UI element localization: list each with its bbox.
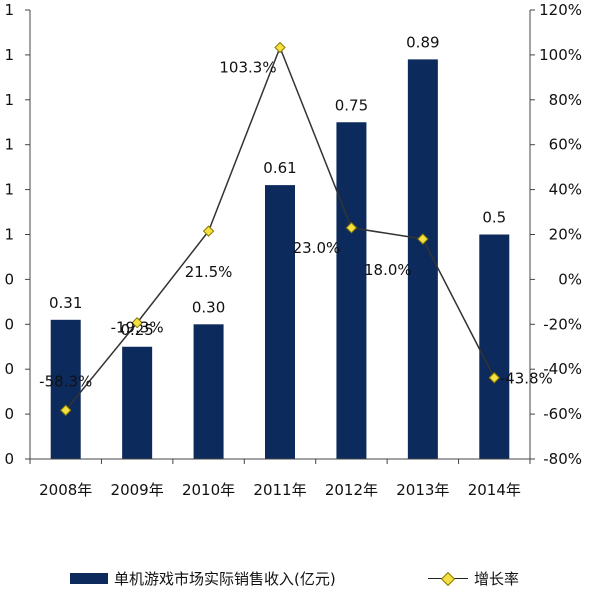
growth-point	[417, 233, 429, 245]
left-tick-label: 1	[4, 46, 14, 64]
left-tick-label: 1	[4, 91, 14, 109]
bar-series: 0.31 0.25 0.30 0.61 0.75 0.89 0.5	[49, 33, 510, 460]
growth-point	[131, 317, 143, 329]
growth-value-label: 103.3%	[219, 58, 276, 76]
left-tick-label: 0	[4, 360, 14, 378]
legend-swatch-line	[428, 573, 468, 585]
legend-item-growth: 增长率	[428, 568, 519, 589]
x-axis: 2008年 2009年 2010年 2011年 2012年 2013年 2014年	[29, 459, 531, 499]
growth-value-label: -19.3%	[111, 319, 164, 337]
right-axis: -80% -60% -40% -20% 0% 20% 40% 60% 80% 100% 120%	[530, 1, 582, 468]
bar-value-label: 0.30	[192, 298, 225, 316]
growth-point	[60, 404, 72, 416]
bar-value-label: 0.5	[482, 209, 506, 227]
right-tick-label: -20%	[543, 315, 582, 333]
growth-point	[488, 372, 500, 384]
right-tick-label: 60%	[549, 136, 582, 154]
growth-value-label: -58.3%	[39, 372, 92, 390]
bar-value-label: 0.25	[120, 321, 153, 339]
legend-label-growth: 增长率	[474, 570, 520, 588]
x-tick-label: 2012年	[325, 481, 378, 499]
growth-value-label: 23.0%	[293, 239, 341, 257]
x-tick-label: 2014年	[468, 481, 521, 499]
growth-value-label: 21.5%	[185, 263, 233, 281]
bar-value-label: 0.75	[335, 96, 368, 114]
left-tick-label: 0	[4, 405, 14, 423]
left-tick-label: 1	[4, 136, 14, 154]
bar-value-label: 0.89	[406, 33, 439, 51]
axes-frame	[29, 10, 531, 460]
left-tick-label: 0	[4, 315, 14, 333]
growth-value-label: 18.0%	[364, 261, 412, 279]
left-tick-label: 1	[4, 226, 14, 244]
bar	[193, 324, 224, 459]
left-axis: 0 0 0 0 0 1 1 1 1 1 1	[4, 1, 30, 468]
bar	[265, 185, 295, 460]
left-tick-label: 0	[4, 270, 14, 288]
right-tick-label: 20%	[549, 226, 582, 244]
left-tick-label: 1	[4, 1, 14, 19]
growth-point	[345, 222, 358, 234]
bar	[336, 122, 367, 459]
bar-value-label: 0.61	[263, 159, 296, 177]
right-tick-label: 80%	[549, 91, 582, 109]
bar	[50, 319, 81, 459]
x-tick-label: 2013年	[396, 481, 449, 499]
x-tick-label: 2009年	[111, 481, 164, 499]
growth-value-label: -43.8%	[500, 370, 553, 388]
line-series: -58.3% -19.3% 21.5% 103.3% 23.0% 18.0% -43.8%	[39, 41, 553, 416]
bar	[479, 234, 510, 459]
legend-item-sales: 单机游戏市场实际销售收入(亿元)	[70, 568, 336, 589]
x-tick-label: 2008年	[39, 481, 92, 499]
legend: 单机游戏市场实际销售收入(亿元) 增长率	[70, 568, 590, 592]
right-tick-label: -80%	[543, 450, 582, 468]
right-tick-label: -40%	[543, 360, 582, 378]
left-tick-label: 0	[4, 450, 14, 468]
right-tick-label: -60%	[543, 405, 582, 423]
right-tick-label: 100%	[539, 46, 582, 64]
bar	[122, 346, 153, 459]
right-tick-label: 120%	[539, 1, 582, 19]
bar-value-label: 0.31	[49, 294, 82, 312]
legend-swatch-bar	[70, 573, 108, 584]
growth-point	[202, 225, 215, 237]
right-tick-label: 40%	[549, 181, 582, 199]
legend-label-sales: 单机游戏市场实际销售收入(亿元)	[114, 570, 336, 588]
x-tick-label: 2011年	[253, 481, 306, 499]
right-tick-label: 0%	[558, 270, 582, 288]
growth-point	[274, 41, 286, 54]
x-tick-label: 2010年	[182, 481, 235, 499]
left-tick-label: 1	[4, 181, 14, 199]
